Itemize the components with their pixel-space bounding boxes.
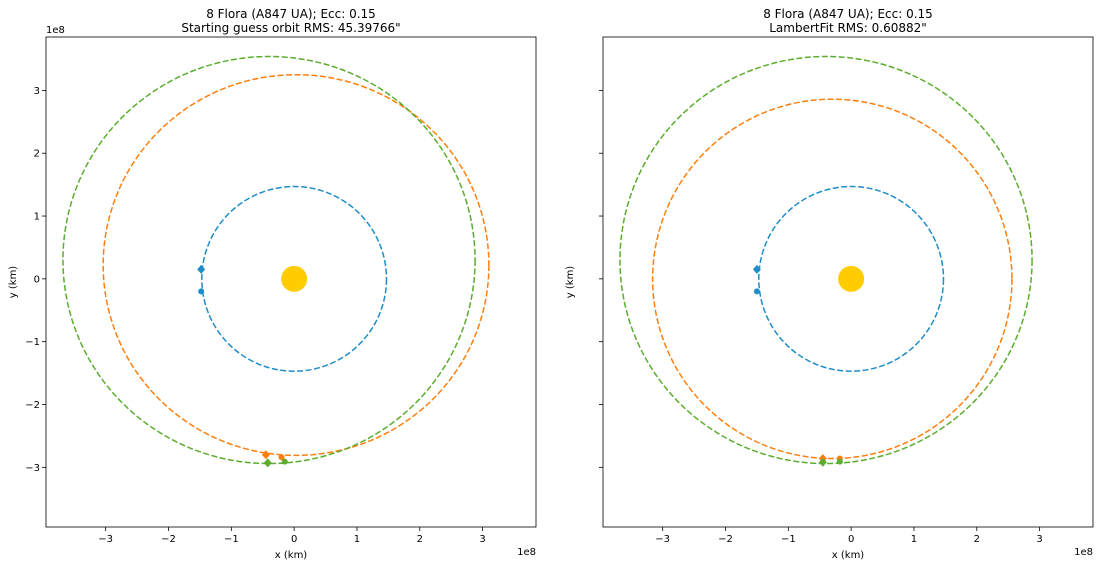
x-tick-label: 0 [848, 534, 854, 545]
position-marker-circle [198, 288, 205, 295]
x-tick-label: −2 [718, 534, 733, 545]
x-axis-label: x (km) [275, 550, 308, 561]
x-tick-label: −1 [781, 534, 796, 545]
orbit-2 [651, 98, 1013, 460]
position-marker-diamond [261, 450, 270, 460]
x-offset-label: 1e8 [517, 547, 536, 558]
position-marker-circle [278, 454, 285, 461]
position-marker-circle [281, 458, 288, 465]
x-offset-label: 1e8 [1074, 547, 1093, 558]
y-tick-label: −2 [25, 400, 40, 411]
sun-marker [838, 265, 865, 292]
position-marker-circle [753, 288, 760, 295]
orbit-3 [62, 55, 476, 465]
chart-title-line2: Starting guess orbit RMS: 45.39766" [181, 21, 400, 35]
x-tick-label: 1 [354, 534, 360, 545]
y-axis-label: y (km) [8, 266, 19, 299]
x-tick-label: −3 [98, 534, 113, 545]
x-tick-label: 0 [291, 534, 297, 545]
x-tick-label: 3 [1036, 534, 1042, 545]
position-marker-circle [836, 458, 843, 465]
position-marker-diamond [197, 264, 206, 274]
y-offset-label: 1e8 [46, 25, 65, 36]
plot-area [62, 55, 490, 468]
y-tick-label: 0 [34, 274, 40, 285]
position-marker-diamond [752, 264, 761, 274]
x-tick-label: −3 [655, 534, 670, 545]
chart-title-line2: LambertFit RMS: 0.60882" [769, 21, 927, 35]
x-tick-label: −2 [161, 534, 176, 545]
y-tick-label: −1 [25, 337, 40, 348]
orbit-2 [102, 73, 490, 457]
chart-title-line1: 8 Flora (A847 UA); Ecc: 0.15 [206, 7, 376, 21]
plot-area [619, 55, 1033, 467]
sun-marker [281, 265, 308, 292]
orbit-1 [758, 185, 945, 372]
y-axis-label: y (km) [565, 266, 576, 299]
y-tick-label: 2 [34, 149, 40, 160]
y-tick-label: −3 [25, 463, 40, 474]
x-tick-label: −1 [224, 534, 239, 545]
y-tick-label: 3 [34, 86, 40, 97]
y-tick-label: 1 [34, 212, 40, 223]
x-tick-label: 3 [479, 534, 485, 545]
orbit-1 [201, 185, 388, 372]
position-marker-diamond [818, 457, 827, 467]
x-axis-label: x (km) [832, 550, 865, 561]
chart-title-line1: 8 Flora (A847 UA); Ecc: 0.15 [763, 7, 933, 21]
x-tick-label: 2 [417, 534, 423, 545]
x-tick-label: 2 [974, 534, 980, 545]
orbit-3 [619, 55, 1033, 465]
x-tick-label: 1 [911, 534, 917, 545]
position-marker-diamond [263, 458, 272, 468]
